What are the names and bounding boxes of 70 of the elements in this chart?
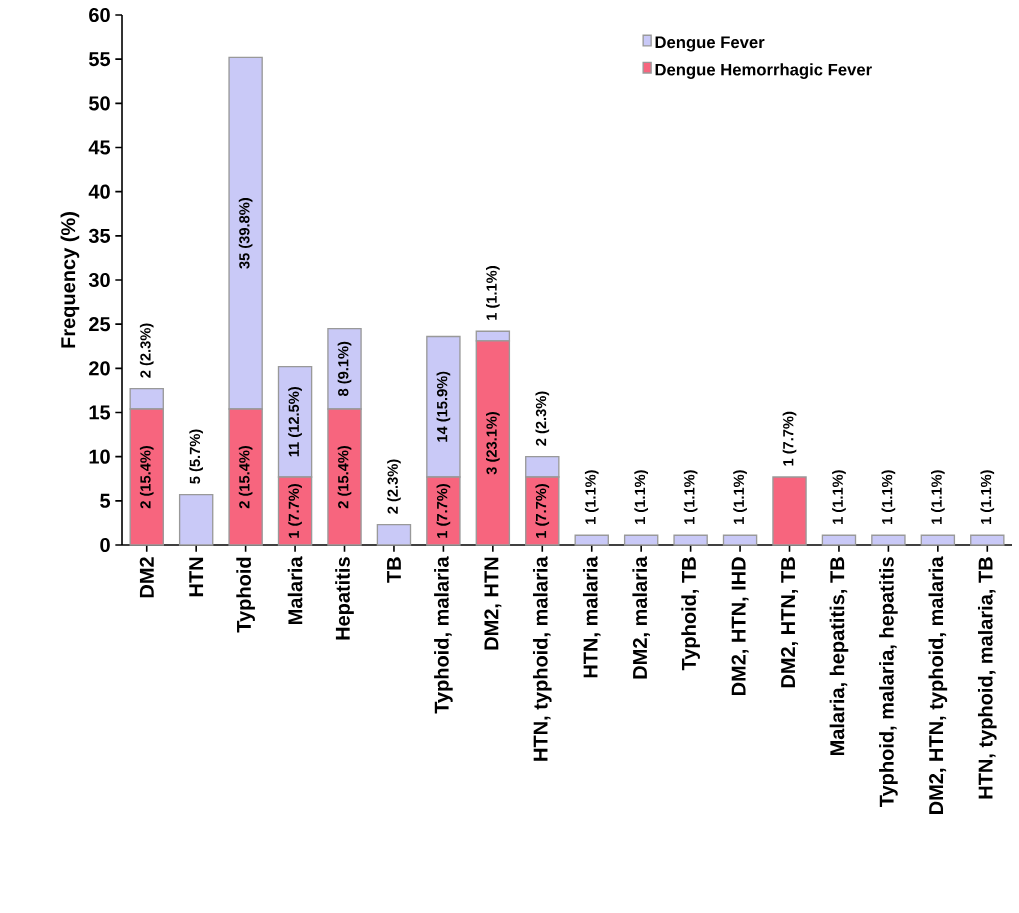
bar <box>178 493 214 546</box>
y-tick-label: 40 <box>88 184 110 199</box>
data-label: 1 (7.7%) <box>436 484 451 538</box>
data-label: 1 (7.7%) <box>288 484 302 538</box>
data-label: 1 (1.1%) <box>584 470 599 524</box>
x-tick-label: TB <box>387 557 401 583</box>
bar <box>772 476 807 546</box>
x-tick-label: Typhoid, TB <box>681 557 700 671</box>
data-label: 1 (1.1%) <box>881 470 896 524</box>
data-label: 8 (9.1%) <box>337 341 352 397</box>
data-label: 35 (39.8%) <box>238 198 253 269</box>
data-label: 1 (1.1%) <box>634 470 648 524</box>
y-tick-label: 55 <box>88 52 111 67</box>
y-tick-label: 45 <box>88 140 111 155</box>
y-tick-label: 25 <box>89 317 111 332</box>
data-label: 5 (5.7%) <box>189 429 203 484</box>
y-tick-label: 35 <box>88 228 111 243</box>
bar <box>574 534 609 546</box>
data-label: 2 (15.4%) <box>139 445 154 509</box>
x-tick-label: HTN, typhoid, malaria <box>532 556 552 761</box>
data-label: 1 (1.1%) <box>683 470 698 524</box>
bar <box>920 534 956 546</box>
y-tick-label: 20 <box>89 361 110 376</box>
legend-label: Dengue Hemorrhagic Fever <box>655 63 872 79</box>
y-tick-label: 30 <box>88 272 110 288</box>
bar <box>623 534 659 546</box>
bar <box>871 534 906 546</box>
bar <box>376 524 412 546</box>
x-tick-label: DM2, HTN, IHD <box>731 557 749 696</box>
y-axis-title: Frequency (%) <box>60 212 80 348</box>
data-label: 1 (1.1%) <box>980 470 995 524</box>
bar <box>722 534 758 546</box>
data-label: 1 (1.1%) <box>733 470 747 524</box>
x-tick-label: Malaria <box>287 556 303 624</box>
data-label: 2 (15.4%) <box>238 445 253 509</box>
y-tick-label: 5 <box>100 493 111 508</box>
data-label: 2 (2.3%) <box>387 459 401 514</box>
bar <box>970 534 1005 546</box>
data-label: 11 (12.5%) <box>288 387 302 457</box>
bar <box>673 534 708 546</box>
data-label: 2 (15.4%) <box>337 445 352 509</box>
legend-label: Dengue Fever <box>655 36 765 52</box>
x-tick-label: DM2, HTN <box>484 557 502 650</box>
x-tick-label: DM2, HTN, typhoid, malaria <box>928 556 948 814</box>
data-label: 1 (7.7%) <box>782 411 797 466</box>
data-label: 1 (1.1%) <box>832 470 846 524</box>
x-tick-label: Typhoid, malaria, hepatitis <box>879 557 898 807</box>
x-tick-label: HTN <box>189 557 204 597</box>
y-tick-label: 0 <box>100 537 110 553</box>
x-tick-label: Typhoid <box>236 557 255 633</box>
x-tick-label: HTN, malaria <box>582 556 601 678</box>
data-label: 2 (2.3%) <box>535 391 550 446</box>
y-tick-label: 10 <box>89 449 110 464</box>
data-label: 3 (23.1%) <box>486 411 500 475</box>
bar <box>821 534 857 546</box>
data-label: 1 (1.1%) <box>931 470 945 524</box>
y-tick-label: 15 <box>89 405 111 420</box>
data-label: 1 (7.7%) <box>535 484 550 538</box>
data-label: 1 (1.1%) <box>486 266 500 320</box>
x-tick-label: Typhoid, malaria <box>434 556 453 714</box>
data-label: 2 (2.3%) <box>139 323 154 378</box>
x-tick-label: DM2, malaria <box>632 556 650 679</box>
x-tick-label: DM2 <box>139 557 154 598</box>
x-tick-label: DM2, HTN, TB <box>780 557 799 688</box>
x-tick-label: Hepatitis <box>335 557 354 640</box>
y-tick-label: 60 <box>89 7 110 23</box>
x-tick-label: HTN, typhoid, malaria, TB <box>977 557 997 799</box>
x-tick-label: Malaria, hepatitis, TB <box>829 557 849 756</box>
data-label: 14 (15.9%) <box>436 371 451 442</box>
y-tick-label: 50 <box>88 96 110 111</box>
